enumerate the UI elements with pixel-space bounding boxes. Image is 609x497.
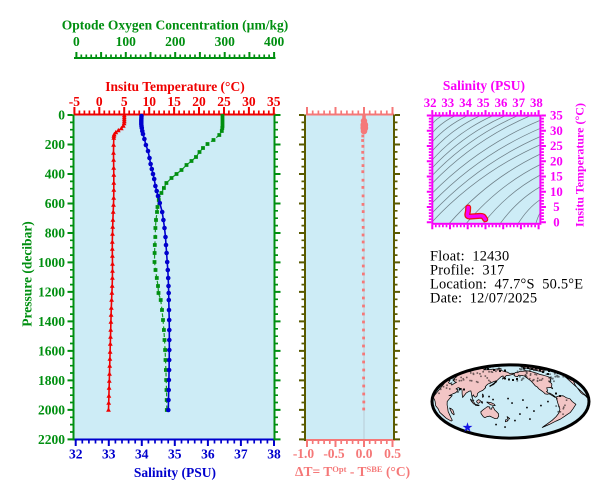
svg-text:15: 15 — [550, 170, 563, 184]
svg-text:Date: 12/07/2025: Date: 12/07/2025 — [430, 291, 537, 307]
svg-text:30: 30 — [242, 94, 256, 109]
svg-text:5: 5 — [553, 200, 559, 214]
svg-text:38: 38 — [267, 447, 281, 462]
svg-text:ΔT= TOpt - TSBE (°C): ΔT= TOpt - TSBE (°C) — [295, 464, 410, 479]
svg-text:5: 5 — [121, 94, 128, 109]
svg-text:10: 10 — [142, 94, 156, 109]
svg-text:Insitu Temperature (°C): Insitu Temperature (°C) — [105, 79, 244, 94]
svg-text:1400: 1400 — [38, 314, 65, 329]
svg-text:1000: 1000 — [38, 255, 65, 270]
svg-text:-5: -5 — [69, 94, 80, 109]
svg-text:34: 34 — [459, 96, 472, 110]
svg-text:Float: 12430: Float: 12430 — [430, 249, 509, 265]
svg-text:33: 33 — [102, 447, 116, 462]
svg-text:0: 0 — [58, 108, 65, 123]
svg-text:200: 200 — [45, 137, 66, 152]
svg-text:Optode Oxygen Concentration (µ: Optode Oxygen Concentration (µm/kg) — [62, 18, 288, 33]
svg-text:35: 35 — [550, 109, 563, 123]
svg-text:0: 0 — [96, 94, 103, 109]
svg-text:1200: 1200 — [38, 284, 65, 299]
svg-text:200: 200 — [165, 34, 186, 49]
svg-text:36: 36 — [201, 447, 215, 462]
svg-text:38: 38 — [530, 96, 543, 110]
svg-text:34: 34 — [135, 447, 149, 462]
svg-text:Profile: 317: Profile: 317 — [430, 263, 505, 279]
svg-text:35: 35 — [267, 94, 281, 109]
svg-text:1600: 1600 — [38, 343, 65, 358]
svg-text:Salinity (PSU): Salinity (PSU) — [443, 78, 525, 93]
svg-text:35: 35 — [168, 447, 182, 462]
svg-text:32: 32 — [424, 96, 437, 110]
svg-text:25: 25 — [550, 139, 563, 153]
svg-text:0: 0 — [553, 215, 559, 229]
svg-text:400: 400 — [264, 34, 285, 49]
svg-text:20: 20 — [550, 154, 563, 168]
svg-text:30: 30 — [550, 124, 563, 138]
svg-text:37: 37 — [234, 447, 248, 462]
svg-text:-0.5: -0.5 — [323, 446, 345, 461]
svg-text:10: 10 — [550, 185, 563, 199]
svg-text:15: 15 — [167, 94, 181, 109]
svg-text:32: 32 — [69, 447, 83, 462]
svg-text:400: 400 — [45, 167, 66, 182]
svg-text:300: 300 — [215, 34, 236, 49]
svg-text:Insitu Temperature (°C): Insitu Temperature (°C) — [573, 103, 587, 227]
svg-text:600: 600 — [45, 196, 66, 211]
svg-text:2000: 2000 — [38, 402, 65, 417]
svg-text:-1.0: -1.0 — [293, 446, 315, 461]
svg-text:0: 0 — [73, 34, 80, 49]
svg-text:37: 37 — [512, 96, 525, 110]
svg-text:1800: 1800 — [38, 373, 65, 388]
svg-text:100: 100 — [116, 34, 137, 49]
svg-text:800: 800 — [45, 226, 66, 241]
svg-text:35: 35 — [477, 96, 490, 110]
svg-text:33: 33 — [441, 96, 454, 110]
svg-text:0.0: 0.0 — [356, 446, 373, 461]
svg-text:Pressure (decibar): Pressure (decibar) — [20, 221, 35, 327]
svg-text:36: 36 — [495, 96, 508, 110]
svg-text:Salinity (PSU): Salinity (PSU) — [134, 465, 216, 480]
svg-text:0.5: 0.5 — [384, 446, 401, 461]
svg-text:20: 20 — [192, 94, 206, 109]
svg-text:Location: 47.7°S 50.5°E: Location: 47.7°S 50.5°E — [430, 277, 583, 293]
svg-text:25: 25 — [217, 94, 231, 109]
svg-text:2200: 2200 — [38, 432, 65, 447]
